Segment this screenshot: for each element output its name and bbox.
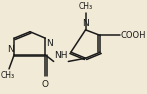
Text: N: N bbox=[46, 39, 53, 48]
Text: O: O bbox=[42, 80, 49, 89]
Text: NH: NH bbox=[54, 51, 68, 60]
Text: CH₃: CH₃ bbox=[1, 71, 15, 80]
Text: CH₃: CH₃ bbox=[78, 2, 93, 11]
Text: N: N bbox=[7, 45, 14, 55]
Text: COOH: COOH bbox=[121, 31, 146, 40]
Text: N: N bbox=[82, 19, 89, 28]
